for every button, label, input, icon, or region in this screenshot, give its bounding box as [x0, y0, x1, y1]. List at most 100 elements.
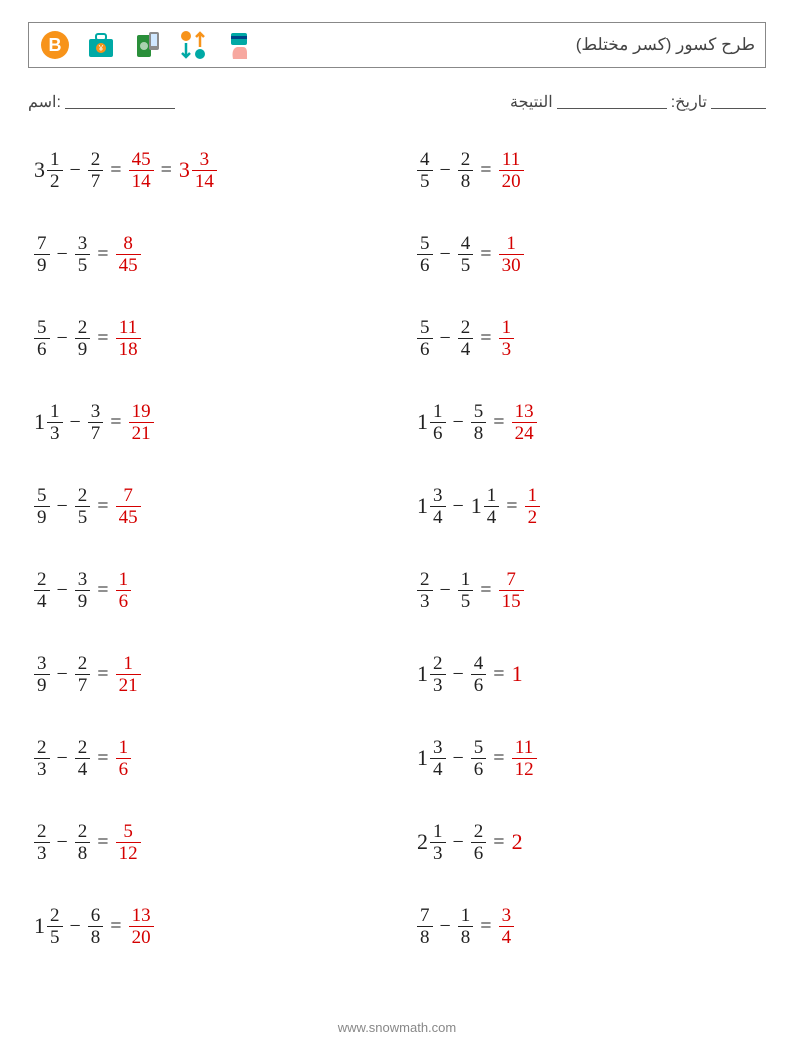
fraction-stack: 34	[430, 737, 446, 780]
denominator: 2	[47, 171, 63, 192]
mixed-number: 114	[471, 485, 500, 528]
minus-operator: −	[63, 159, 88, 182]
numerator: 11	[116, 317, 140, 338]
problem-row: 123−46=1	[417, 646, 760, 702]
fraction: 715	[499, 569, 524, 612]
fraction: 58	[471, 401, 487, 444]
problem-row: 213−26=2	[417, 814, 760, 870]
denominator: 4	[430, 759, 446, 780]
denominator: 3	[34, 759, 50, 780]
denominator: 14	[192, 171, 217, 192]
numerator: 2	[458, 317, 474, 338]
mixed-number: 213	[417, 821, 446, 864]
fraction: 45	[417, 149, 433, 192]
fraction: 18	[458, 905, 474, 948]
fraction-stack: 56	[417, 317, 433, 360]
equals: =	[473, 579, 498, 602]
denominator: 20	[129, 927, 154, 948]
fraction: 56	[471, 737, 487, 780]
fraction: 39	[34, 653, 50, 696]
denominator: 21	[116, 675, 141, 696]
fraction-stack: 1112	[512, 737, 537, 780]
fraction: 37	[88, 401, 104, 444]
denominator: 8	[417, 927, 433, 948]
whole-part: 1	[417, 661, 430, 687]
fraction-stack: 14	[484, 485, 500, 528]
fraction: 16	[116, 737, 132, 780]
whole-part: 1	[34, 913, 47, 939]
fraction-stack: 23	[417, 569, 433, 612]
equals: =	[499, 495, 524, 518]
problem-row: 56−45=130	[417, 226, 760, 282]
fraction-stack: 1118	[116, 317, 141, 360]
fraction-stack: 512	[116, 821, 141, 864]
fraction: 15	[458, 569, 474, 612]
fraction: 1324	[512, 401, 537, 444]
denominator: 3	[34, 843, 50, 864]
fraction-stack: 35	[75, 233, 91, 276]
meta-row: اسم: النتيجة :تاريخ	[28, 92, 766, 112]
denominator: 3	[430, 843, 446, 864]
minus-operator: −	[50, 243, 75, 266]
minus-operator: −	[433, 159, 458, 182]
fraction-stack: 56	[417, 233, 433, 276]
fraction-stack: 34	[499, 905, 515, 948]
numerator: 2	[75, 317, 91, 338]
fraction: 24	[458, 317, 474, 360]
mixed-number: 125	[34, 905, 63, 948]
problem-row: 312−27=4514=3314	[34, 142, 377, 198]
equals: =	[486, 663, 511, 686]
denominator: 24	[512, 423, 537, 444]
denominator: 7	[88, 423, 104, 444]
numerator: 1	[525, 485, 541, 506]
numerator: 2	[417, 569, 433, 590]
denominator: 2	[525, 507, 541, 528]
numerator: 2	[34, 821, 50, 842]
numerator: 2	[430, 653, 446, 674]
problem-row: 113−37=1921	[34, 394, 377, 450]
fraction: 28	[75, 821, 91, 864]
numerator: 1	[503, 233, 519, 254]
denominator: 3	[499, 339, 515, 360]
numerator: 1	[47, 149, 63, 170]
minus-operator: −	[446, 411, 471, 434]
equals: =	[90, 243, 115, 266]
integer-answer: 2	[512, 829, 523, 855]
fraction-stack: 28	[458, 149, 474, 192]
equals: =	[486, 747, 511, 770]
fraction: 29	[75, 317, 91, 360]
arrows-coins-icon	[177, 29, 209, 61]
fraction: 28	[458, 149, 474, 192]
denominator: 4	[34, 591, 50, 612]
equals: =	[90, 663, 115, 686]
denominator: 5	[47, 927, 63, 948]
equals: =	[90, 579, 115, 602]
denominator: 9	[75, 591, 91, 612]
numerator: 3	[88, 401, 104, 422]
fraction: 68	[88, 905, 104, 948]
denominator: 5	[75, 255, 91, 276]
fraction: 56	[417, 317, 433, 360]
minus-operator: −	[63, 411, 88, 434]
fraction-stack: 25	[47, 905, 63, 948]
fraction: 130	[499, 233, 524, 276]
footer-url: www.snowmath.com	[0, 1020, 794, 1035]
fraction-stack: 4514	[129, 149, 154, 192]
numerator: 2	[75, 737, 91, 758]
equals: =	[154, 159, 179, 182]
denominator: 9	[34, 675, 50, 696]
fraction: 23	[34, 821, 50, 864]
denominator: 4	[75, 759, 91, 780]
numerator: 4	[471, 653, 487, 674]
numerator: 13	[512, 401, 537, 422]
denominator: 5	[417, 171, 433, 192]
briefcase-icon: ¥	[85, 29, 117, 61]
numerator: 2	[88, 149, 104, 170]
fraction-stack: 845	[116, 233, 141, 276]
denominator: 7	[75, 675, 91, 696]
fraction-stack: 45	[458, 233, 474, 276]
numerator: 1	[458, 905, 474, 926]
equals: =	[486, 411, 511, 434]
fraction-stack: 121	[116, 653, 141, 696]
denominator: 8	[471, 423, 487, 444]
